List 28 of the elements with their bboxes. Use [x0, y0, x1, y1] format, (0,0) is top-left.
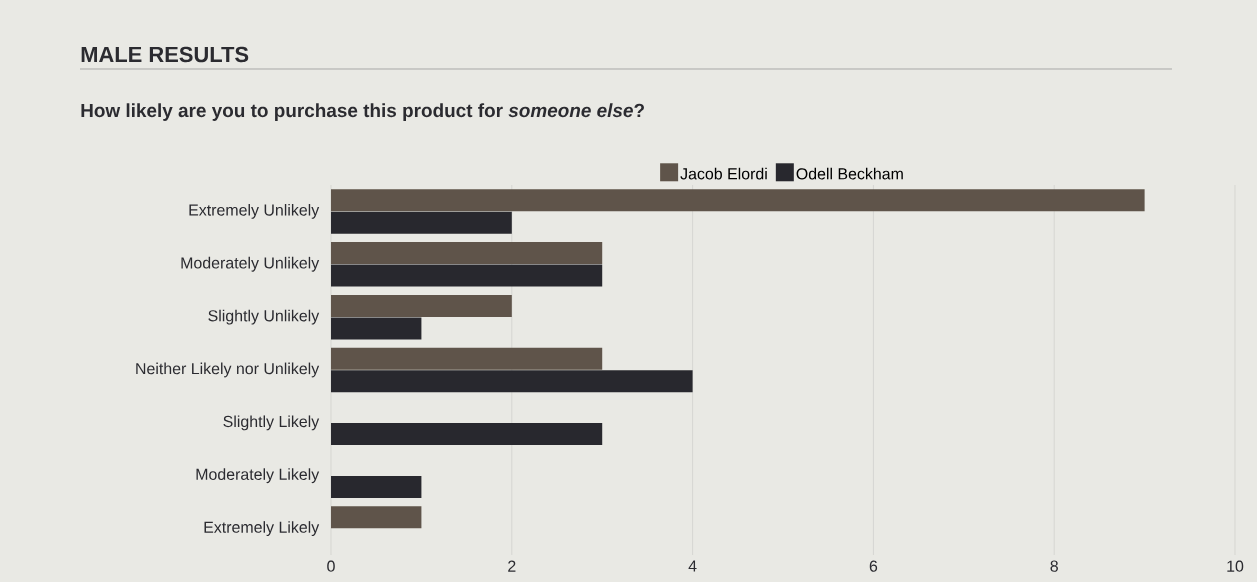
x-tick-label: 0 [327, 560, 335, 572]
y-tick-label: Extremely Unlikely [189, 204, 320, 219]
y-tick-label: Neither Likely nor Unlikely [136, 362, 320, 378]
bar [331, 211, 512, 234]
x-tick-label: 8 [1050, 560, 1058, 572]
legend-label: Odell Beckham [796, 167, 903, 180]
y-tick-label: Slightly Unlikely [208, 309, 320, 325]
y-tick-label: Extremely Likely [204, 521, 320, 536]
y-tick-label: Slightly Likely [223, 415, 320, 431]
bar [331, 370, 693, 393]
chart-subtitle: How likely are you to purchase this product for someone else? [81, 103, 644, 121]
bar [331, 475, 422, 498]
bar [331, 189, 1145, 212]
bar [331, 423, 603, 446]
bar [331, 242, 603, 265]
x-tick-label: 6 [869, 560, 878, 572]
y-tick-label: Moderately Unlikely [181, 256, 320, 272]
bar [331, 317, 422, 340]
legend-label: Jacob Elordi [680, 167, 767, 180]
x-tick-label: 2 [508, 560, 516, 572]
chart-title: MALE RESULTS [81, 46, 249, 63]
bar [331, 294, 512, 317]
x-tick-label: 4 [688, 560, 697, 572]
x-tick-label: 10 [1227, 560, 1244, 572]
y-tick-label: Moderately Likely [196, 468, 320, 484]
bar [331, 347, 603, 370]
bar [331, 506, 422, 529]
bar [331, 264, 603, 287]
